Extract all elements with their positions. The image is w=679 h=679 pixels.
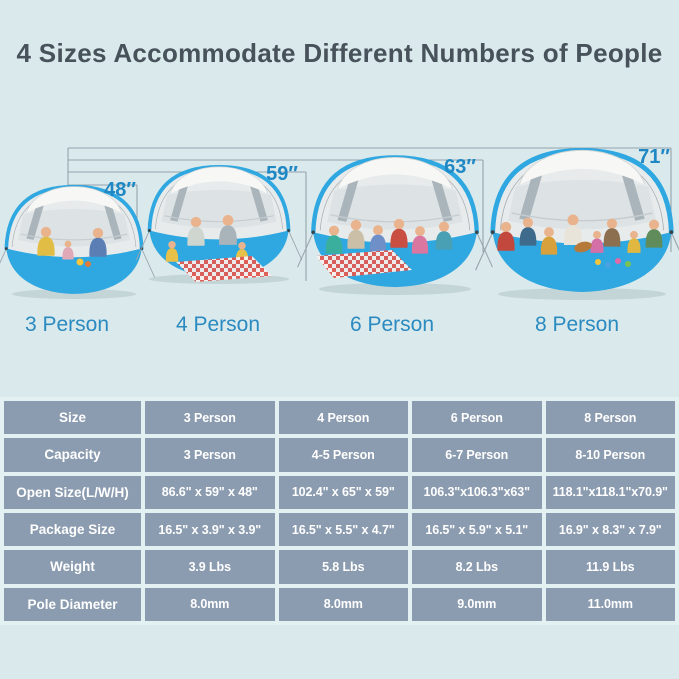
spec-value: 86.6" x 59" x 48" [145,475,275,509]
spec-value: 4 Person [278,401,408,435]
spec-row-label: Package Size [4,512,141,547]
spec-value: 102.4" x 65" x 59" [278,475,408,509]
height-label-59: 59″ [266,163,298,185]
spec-value: 11.0mm [545,587,675,621]
spec-value: 16.5" x 5.9" x 5.1" [412,512,542,547]
spec-value: 9.0mm [412,587,542,621]
spec-row-label: Pole Diameter [4,587,141,621]
spec-value: 8.0mm [145,587,275,621]
height-label-48: 48″ [104,179,136,201]
guitar-icon [574,241,592,253]
spec-value: 6 Person [412,401,542,435]
spec-value: 5.8 Lbs [278,550,408,584]
spec-table: Size 3 Person 4 Person 6 Person 8 Person… [0,397,679,625]
height-label-71: 71″ [638,146,670,168]
page-title: 4 Sizes Accommodate Different Numbers of… [16,38,663,68]
spec-value: 16.5" x 3.9" x 3.9" [145,512,275,547]
spec-value: 8.0mm [278,587,408,621]
tent-size-comparison: 48″ 59″ 63″ 71″ 3 Person 4 Person 6 Pers… [0,0,679,336]
tent-illustration [0,0,679,300]
person-label-8: 8 Person [534,313,620,336]
spec-value: 106.3"x106.3"x63" [412,475,542,509]
spec-value: 11.9 Lbs [545,550,675,584]
spec-value: 3 Person [145,401,275,435]
spec-value: 4-5 Person [278,438,408,472]
spec-value: 8.2 Lbs [412,550,542,584]
spec-value: 8 Person [545,401,675,435]
spec-row-label: Open Size(L/W/H) [4,475,141,509]
spec-value: 3.9 Lbs [145,550,275,584]
person-label-4: 4 Person [175,313,261,336]
person-label-3: 3 Person [24,313,110,336]
spec-value: 118.1"x118.1"x70.9" [545,475,675,509]
person-label-6: 6 Person [349,313,435,336]
spec-value: 8-10 Person [545,438,675,472]
height-label-63: 63″ [444,156,476,178]
spec-value: 6-7 Person [412,438,542,472]
picnic-blankets [76,250,631,282]
spec-value: 16.9" x 8.3" x 7.9" [545,512,675,547]
spec-row-label: Size [4,401,141,435]
spec-row-label: Weight [4,550,141,584]
spec-value: 3 Person [145,438,275,472]
height-measurement-lines [67,147,672,281]
spec-row-label: Capacity [4,438,141,472]
people-silhouettes [37,214,663,263]
spec-value: 16.5" x 5.5" x 4.7" [278,512,408,547]
